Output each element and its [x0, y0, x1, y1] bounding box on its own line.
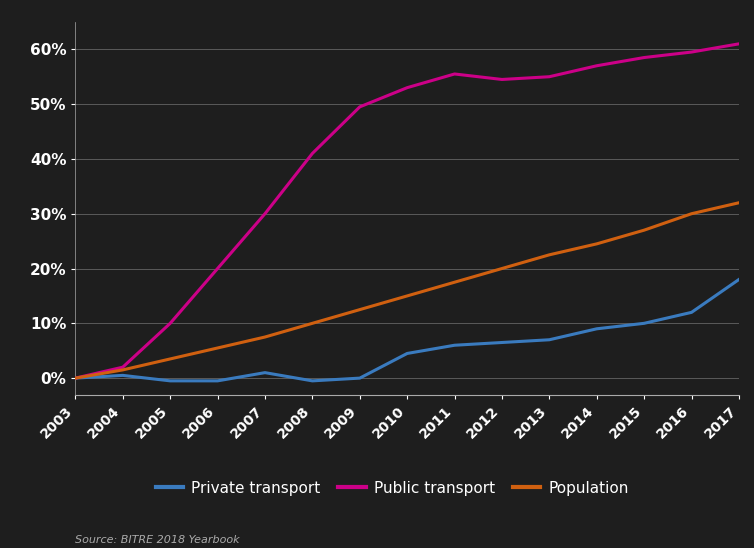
- Public transport: [734, 41, 743, 47]
- Population: [687, 210, 696, 217]
- Population: [308, 320, 317, 327]
- Population: [403, 293, 412, 299]
- Public transport: [498, 76, 507, 83]
- Public transport: [213, 265, 222, 272]
- Private transport: [71, 375, 80, 381]
- Public transport: [118, 364, 127, 370]
- Public transport: [450, 71, 459, 77]
- Private transport: [260, 369, 269, 376]
- Public transport: [639, 54, 648, 61]
- Private transport: [592, 326, 601, 332]
- Public transport: [260, 210, 269, 217]
- Public transport: [592, 62, 601, 69]
- Private transport: [355, 375, 364, 381]
- Private transport: [450, 342, 459, 349]
- Population: [734, 199, 743, 206]
- Population: [450, 279, 459, 286]
- Line: Population: Population: [75, 203, 739, 378]
- Private transport: [213, 378, 222, 384]
- Public transport: [308, 150, 317, 157]
- Population: [166, 356, 175, 362]
- Private transport: [687, 309, 696, 316]
- Population: [118, 367, 127, 373]
- Public transport: [687, 49, 696, 55]
- Line: Public transport: Public transport: [75, 44, 739, 378]
- Private transport: [118, 372, 127, 379]
- Population: [213, 345, 222, 351]
- Population: [498, 265, 507, 272]
- Public transport: [545, 73, 554, 80]
- Private transport: [498, 339, 507, 346]
- Private transport: [403, 350, 412, 357]
- Population: [639, 227, 648, 233]
- Private transport: [734, 276, 743, 283]
- Private transport: [639, 320, 648, 327]
- Population: [71, 375, 80, 381]
- Text: Source: BITRE 2018 Yearbook: Source: BITRE 2018 Yearbook: [75, 534, 240, 545]
- Population: [260, 334, 269, 340]
- Private transport: [545, 336, 554, 343]
- Private transport: [308, 378, 317, 384]
- Line: Private transport: Private transport: [75, 279, 739, 381]
- Private transport: [166, 378, 175, 384]
- Public transport: [71, 375, 80, 381]
- Legend: Private transport, Public transport, Population: Private transport, Public transport, Pop…: [149, 475, 635, 502]
- Population: [355, 306, 364, 313]
- Population: [592, 241, 601, 247]
- Population: [545, 252, 554, 258]
- Public transport: [166, 320, 175, 327]
- Public transport: [355, 104, 364, 110]
- Public transport: [403, 84, 412, 91]
